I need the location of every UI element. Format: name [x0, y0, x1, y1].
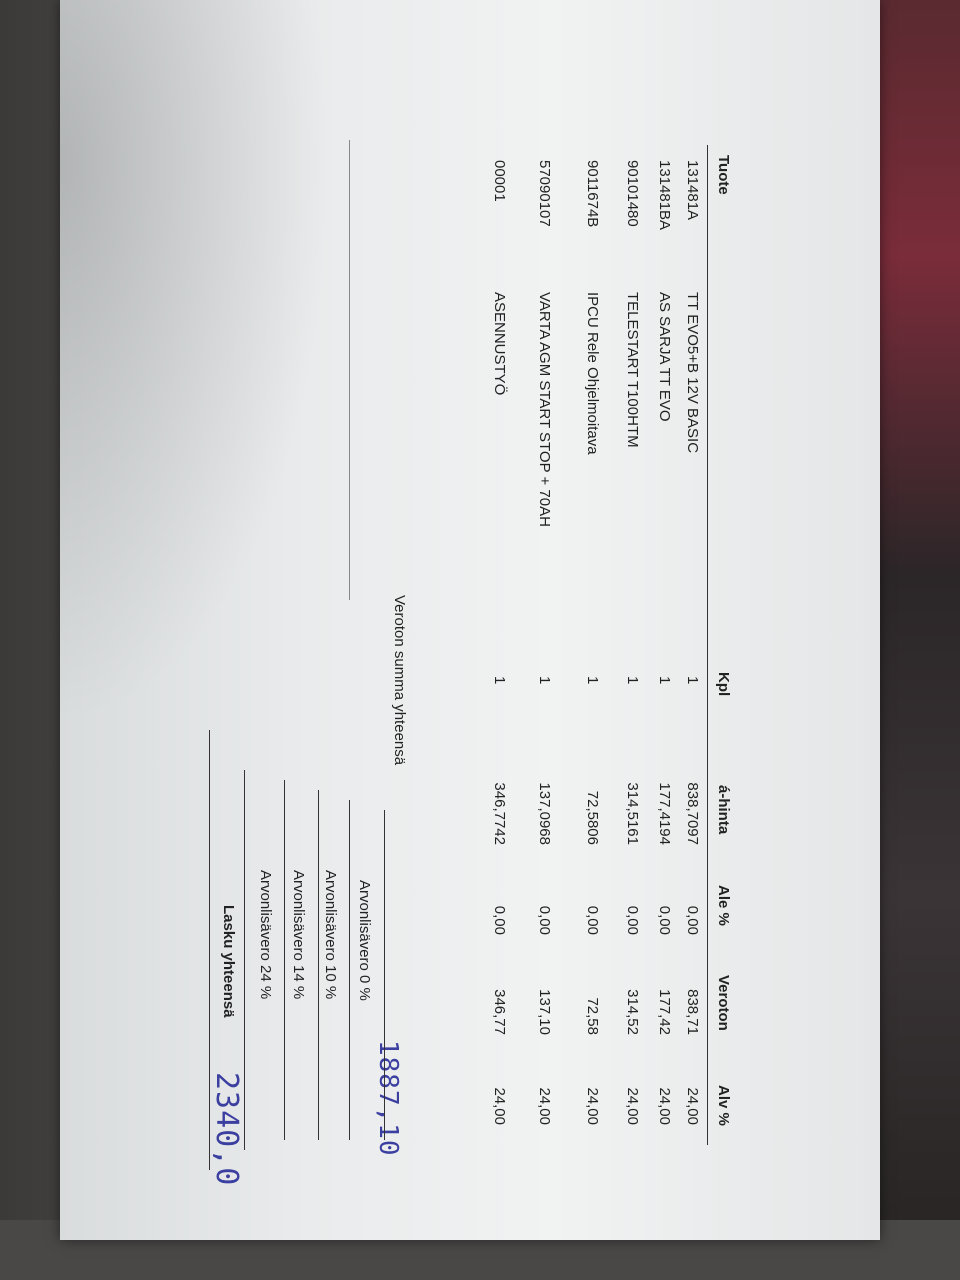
product-description: IPCU Rele Ohjelmoitava: [584, 292, 601, 455]
discount: 0,00: [624, 905, 641, 935]
net-amount: 72,58: [584, 997, 601, 1035]
net-total-label: Veroton summa yhteensä: [391, 595, 408, 766]
unit-price: 346,7742: [491, 782, 508, 845]
invoice-paper: Tuote Kpl á-hinta Ale % Veroton Alv % 13…: [60, 0, 880, 1240]
quantity: 1: [656, 676, 673, 685]
unit-price: 314,5161: [624, 782, 641, 845]
product-description: AS SARJA TT EVO: [656, 292, 673, 422]
quantity: 1: [584, 676, 601, 685]
net-amount: 838,71: [684, 989, 701, 1035]
product-code: 131481BA: [656, 160, 673, 231]
net-amount: 177,42: [656, 989, 673, 1035]
net-amount: 137,10: [536, 989, 553, 1035]
summary-divider: [209, 730, 210, 1170]
column-header-net: Veroton: [715, 975, 732, 1031]
summary-divider: [284, 780, 285, 1140]
product-code: 131481A: [684, 160, 701, 221]
column-header-qty: Kpl: [715, 672, 732, 697]
product-code: 9011674B: [584, 160, 601, 228]
vat-0-label: Arvonlisävero 0 %: [356, 880, 373, 1001]
discount: 0,00: [584, 905, 601, 935]
net-total-handwritten: 1887,10: [373, 1040, 403, 1157]
unit-price: 72,5806: [584, 790, 601, 845]
discount: 0,00: [656, 905, 673, 935]
product-code: 57090107: [536, 160, 553, 227]
header-divider: [707, 145, 708, 1145]
product-description: VARTA AGM START STOP + 70AH: [536, 292, 553, 527]
unit-price: 137,0968: [536, 782, 553, 845]
vat-rate: 24,00: [536, 1087, 553, 1125]
net-amount: 346,77: [491, 989, 508, 1035]
quantity: 1: [684, 676, 701, 685]
product-description: ASENNUSTYÖ: [491, 292, 508, 396]
hand-shadow: [60, 0, 380, 820]
discount: 0,00: [491, 905, 508, 935]
product-code: 00001: [491, 160, 508, 202]
vat-rate: 24,00: [624, 1087, 641, 1125]
summary-divider: [384, 810, 385, 1140]
faint-rule: [349, 140, 350, 600]
column-header-vat: Alv %: [715, 1085, 732, 1126]
vat-rate: 24,00: [656, 1087, 673, 1125]
vat-rate: 24,00: [491, 1087, 508, 1125]
vat-rate: 24,00: [584, 1087, 601, 1125]
invoice-total-label: Lasku yhteensä: [220, 905, 237, 1018]
vat-10-label: Arvonlisävero 10 %: [322, 870, 339, 1000]
product-code: 90101480: [624, 160, 641, 227]
vat-14-label: Arvonlisävero 14 %: [290, 870, 307, 1000]
quantity: 1: [624, 676, 641, 685]
column-header-unit-price: á-hinta: [715, 785, 732, 835]
discount: 0,00: [536, 905, 553, 935]
column-header-discount: Ale %: [715, 885, 732, 926]
unit-price: 177,4194: [656, 782, 673, 845]
summary-divider: [244, 770, 245, 1150]
product-description: TT EVO5+B 12V BASIC: [684, 292, 701, 454]
vat-24-label: Arvonlisävero 24 %: [257, 870, 274, 1000]
quantity: 1: [536, 676, 553, 685]
unit-price: 838,7097: [684, 782, 701, 845]
summary-divider: [318, 790, 319, 1140]
quantity: 1: [491, 676, 508, 685]
discount: 0,00: [684, 905, 701, 935]
vat-rate: 24,00: [684, 1087, 701, 1125]
invoice-total-handwritten: 2340,0: [209, 1072, 244, 1187]
summary-divider: [349, 800, 350, 1140]
net-amount: 314,52: [624, 989, 641, 1035]
column-header-product: Tuote: [715, 155, 732, 195]
product-description: TELESTART T100HTM: [624, 292, 641, 448]
